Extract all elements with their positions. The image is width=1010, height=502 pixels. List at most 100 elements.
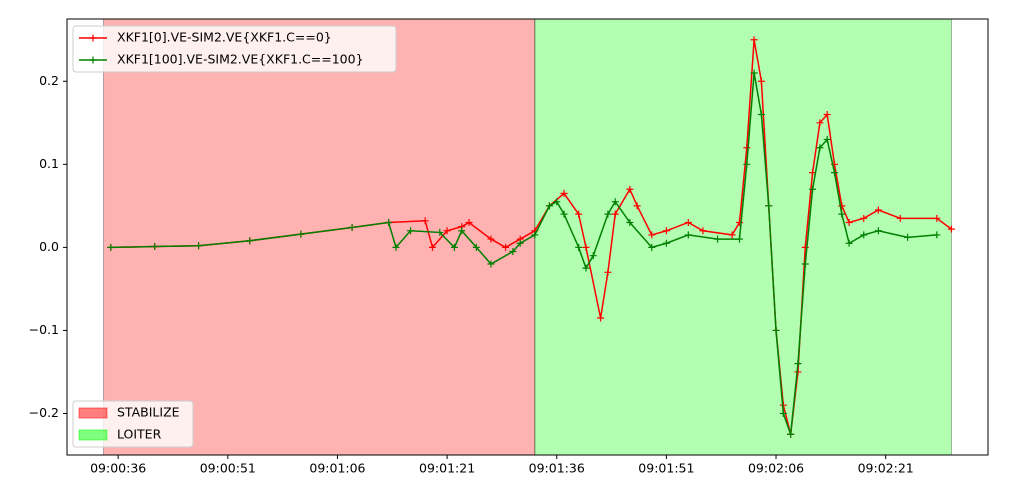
legend-marker [89, 34, 97, 42]
marker [743, 160, 751, 168]
marker [436, 228, 444, 236]
marker [531, 231, 539, 239]
marker [575, 210, 583, 218]
plot-frame [66, 18, 989, 456]
legend-swatch [78, 407, 108, 419]
marker [195, 242, 203, 250]
marker [816, 144, 824, 152]
marker [560, 189, 568, 197]
marker [838, 202, 846, 210]
marker [597, 314, 605, 322]
legend-label: XKF1[100].VE-SIM2.VE{XKF1.C==100} [117, 52, 364, 67]
marker [648, 231, 656, 239]
marker [582, 264, 590, 272]
marker [648, 243, 656, 251]
marker [626, 185, 634, 193]
x-tick-label: 09:02:06 [748, 461, 804, 476]
marker [684, 231, 692, 239]
marker [757, 111, 765, 119]
marker [757, 77, 765, 85]
marker [582, 243, 590, 251]
marker [633, 202, 641, 210]
marker [845, 239, 853, 247]
marker [750, 36, 758, 44]
y-tick-label: −0.1 [29, 322, 59, 337]
marker [838, 210, 846, 218]
marker [465, 218, 473, 226]
x-tick-label: 09:01:21 [419, 461, 475, 476]
marker [750, 69, 758, 77]
marker [604, 210, 612, 218]
marker [772, 326, 780, 334]
marker [502, 243, 510, 251]
marker [487, 235, 495, 243]
marker [662, 239, 670, 247]
y-tick-label: 0.2 [39, 73, 59, 88]
marker [450, 243, 458, 251]
marker [823, 135, 831, 143]
marker [458, 227, 466, 235]
marker [765, 202, 773, 210]
marker [743, 144, 751, 152]
marker [831, 169, 838, 177]
marker [699, 227, 707, 235]
x-tick-label: 09:00:51 [200, 461, 256, 476]
marker [816, 119, 824, 127]
legend-marker [89, 56, 97, 64]
marker [545, 202, 553, 210]
marker [779, 409, 787, 417]
marker [589, 252, 597, 260]
legend-label: STABILIZE [117, 405, 180, 420]
marker [516, 239, 524, 247]
marker [933, 231, 941, 239]
marker [735, 235, 743, 243]
marker [428, 243, 436, 251]
marker [553, 198, 561, 206]
marker [823, 111, 831, 119]
marker [348, 223, 356, 231]
y-tick-label: 0.1 [39, 156, 59, 171]
marker [874, 206, 882, 214]
marker [472, 243, 480, 251]
series-line [110, 72, 937, 435]
marker [662, 227, 670, 235]
legend-label: LOITER [117, 427, 162, 442]
marker [385, 218, 393, 226]
marker [509, 248, 517, 256]
marker [787, 430, 795, 438]
marker [714, 235, 722, 243]
marker [947, 225, 955, 233]
legend-swatch [78, 429, 108, 441]
x-tick-label: 09:01:06 [309, 461, 365, 476]
marker [297, 230, 305, 238]
marker [794, 360, 802, 368]
marker [443, 227, 451, 235]
marker [611, 198, 619, 206]
x-tick-label: 09:02:21 [858, 461, 914, 476]
legend-label: XKF1[0].VE-SIM2.VE{XKF1.C==0} [117, 30, 332, 45]
marker [684, 218, 692, 226]
region [534, 18, 952, 456]
marker [392, 243, 400, 251]
marker [904, 233, 912, 241]
x-tick-label: 09:00:36 [90, 461, 146, 476]
marker [845, 218, 853, 226]
region [103, 18, 536, 456]
marker [860, 231, 868, 239]
y-tick-label: −0.2 [29, 405, 59, 420]
marker [860, 214, 868, 222]
marker [896, 214, 904, 222]
marker [246, 237, 254, 245]
marker [809, 185, 817, 193]
marker [407, 227, 415, 235]
marker [728, 231, 736, 239]
x-tick-label: 09:01:36 [529, 461, 585, 476]
marker [487, 260, 495, 268]
marker [801, 260, 809, 268]
marker [604, 268, 612, 276]
marker [575, 243, 583, 251]
marker [933, 214, 941, 222]
marker [151, 243, 159, 251]
marker [421, 217, 429, 225]
